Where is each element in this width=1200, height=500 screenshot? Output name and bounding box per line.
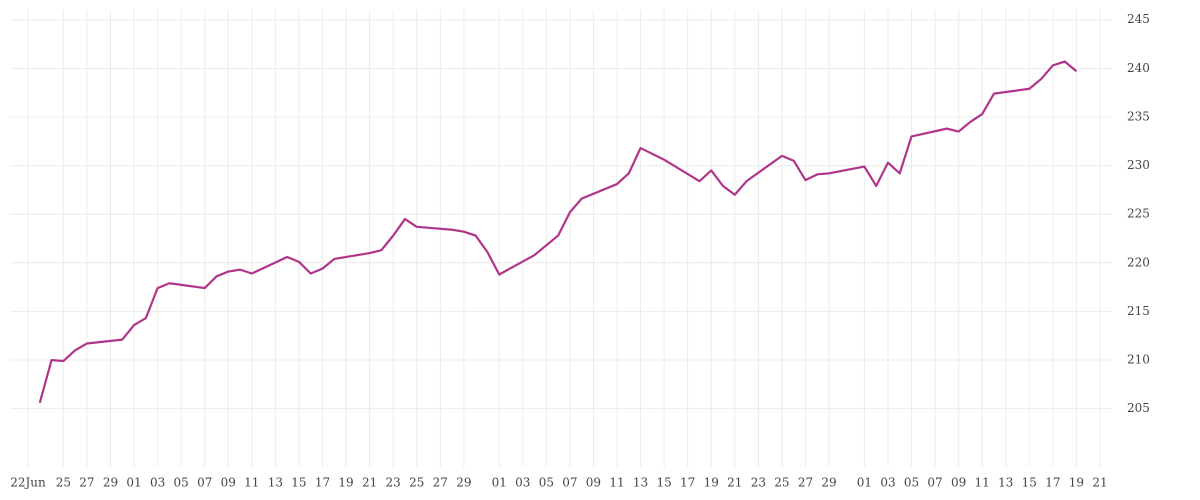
y-tick-label: 205 xyxy=(1127,401,1150,415)
y-tick-label: 225 xyxy=(1127,207,1150,221)
x-tick-label: 17 xyxy=(1045,476,1060,490)
x-tick-label: 23 xyxy=(386,476,401,490)
x-tick-label: 19 xyxy=(1069,476,1084,490)
x-tick-label: 11 xyxy=(975,476,990,490)
x-tick-label: 19 xyxy=(704,476,719,490)
y-tick-label: 245 xyxy=(1127,12,1150,26)
x-tick-label: 03 xyxy=(150,476,165,490)
x-tick-label: 01 xyxy=(126,476,141,490)
x-tick-label: 07 xyxy=(927,476,942,490)
x-tick-label: 27 xyxy=(433,476,448,490)
x-tick-label: 17 xyxy=(680,476,695,490)
x-tick-label: 11 xyxy=(609,476,624,490)
x-tick-label: 25 xyxy=(409,476,424,490)
x-tick-label: 05 xyxy=(904,476,919,490)
x-tick-label: 03 xyxy=(880,476,895,490)
x-tick-label: 07 xyxy=(562,476,577,490)
x-tick-label: 29 xyxy=(821,476,836,490)
x-tick-label: 21 xyxy=(727,476,742,490)
x-tick-label: 15 xyxy=(1022,476,1037,490)
x-tick-label: 17 xyxy=(315,476,330,490)
x-tick-label: 09 xyxy=(586,476,601,490)
x-tick-label: 01 xyxy=(492,476,507,490)
y-tick-label: 230 xyxy=(1127,158,1150,172)
x-tick-label: 21 xyxy=(1092,476,1107,490)
x-tick-label: 25 xyxy=(56,476,71,490)
x-tick-label: 05 xyxy=(174,476,189,490)
x-tick-label: 27 xyxy=(798,476,813,490)
x-tick-label: 15 xyxy=(291,476,306,490)
x-tick-label: 13 xyxy=(633,476,648,490)
x-tick-label: 29 xyxy=(103,476,118,490)
x-tick-label: 11 xyxy=(244,476,259,490)
y-tick-label: 240 xyxy=(1127,61,1150,75)
x-tick-label: 21 xyxy=(362,476,377,490)
x-tick-label: 05 xyxy=(539,476,554,490)
x-tick-label: 29 xyxy=(456,476,471,490)
x-tick-label: 22Jun xyxy=(10,476,46,490)
x-tick-label: 23 xyxy=(751,476,766,490)
x-tick-label: 01 xyxy=(857,476,872,490)
x-tick-label: 09 xyxy=(951,476,966,490)
x-tick-label: 19 xyxy=(338,476,353,490)
x-tick-label: 13 xyxy=(268,476,283,490)
y-tick-label: 220 xyxy=(1127,255,1150,269)
y-tick-label: 235 xyxy=(1127,109,1150,123)
x-tick-label: 27 xyxy=(79,476,94,490)
x-tick-label: 13 xyxy=(998,476,1013,490)
x-tick-label: 03 xyxy=(515,476,530,490)
x-tick-label: 25 xyxy=(774,476,789,490)
y-tick-label: 210 xyxy=(1127,353,1150,367)
line xyxy=(38,60,1078,404)
x-tick-label: 15 xyxy=(656,476,671,490)
y-tick-label: 215 xyxy=(1127,304,1150,318)
x-tick-label: 09 xyxy=(221,476,236,490)
x-tick-label: 07 xyxy=(197,476,212,490)
